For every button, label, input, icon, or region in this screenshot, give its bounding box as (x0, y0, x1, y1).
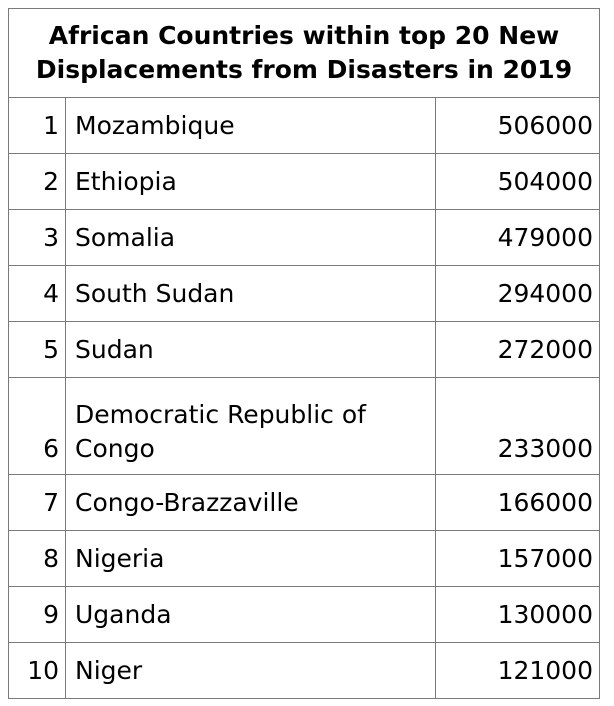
rank-cell: 10 (8, 642, 66, 699)
country-cell: Democratic Republic of Congo (65, 377, 436, 475)
displacement-value-cell: 504000 (435, 153, 600, 210)
table-row: 5 Sudan 272000 (8, 321, 600, 378)
rank-cell: 7 (8, 474, 66, 531)
displacement-value-cell: 130000 (435, 586, 600, 643)
displacement-value-cell: 506000 (435, 97, 600, 154)
rank-cell: 6 (8, 377, 66, 475)
country-cell: Niger (65, 642, 436, 699)
table-title: African Countries within top 20 New Disp… (8, 8, 600, 98)
table-row: 4 South Sudan 294000 (8, 265, 600, 322)
rank-cell: 1 (8, 97, 66, 154)
rank-cell: 8 (8, 530, 66, 587)
country-cell: Mozambique (65, 97, 436, 154)
table-row: 6 Democratic Republic of Congo 233000 (8, 377, 600, 475)
country-cell: Congo-Brazzaville (65, 474, 436, 531)
country-cell: South Sudan (65, 265, 436, 322)
table-body: 1 Mozambique 506000 2 Ethiopia 504000 3 Somalia… (8, 97, 600, 699)
rank-cell: 2 (8, 153, 66, 210)
table-row: 10 Niger 121000 (8, 642, 600, 699)
country-cell: Nigeria (65, 530, 436, 587)
table-row: 7 Congo-Brazzaville 166000 (8, 474, 600, 531)
country-cell: Somalia (65, 209, 436, 266)
displacement-value-cell: 479000 (435, 209, 600, 266)
table-row: 9 Uganda 130000 (8, 586, 600, 643)
rank-cell: 3 (8, 209, 66, 266)
rank-cell: 9 (8, 586, 66, 643)
displacement-value-cell: 121000 (435, 642, 600, 699)
table-row: 3 Somalia 479000 (8, 209, 600, 266)
displacement-value-cell: 157000 (435, 530, 600, 587)
displacement-table: African Countries within top 20 New Disp… (8, 8, 600, 699)
displacement-value-cell: 233000 (435, 377, 600, 475)
table-row: 8 Nigeria 157000 (8, 530, 600, 587)
table-row: 1 Mozambique 506000 (8, 97, 600, 154)
rank-cell: 5 (8, 321, 66, 378)
rank-cell: 4 (8, 265, 66, 322)
country-cell: Uganda (65, 586, 436, 643)
country-cell: Sudan (65, 321, 436, 378)
country-cell: Ethiopia (65, 153, 436, 210)
table-row: 2 Ethiopia 504000 (8, 153, 600, 210)
displacement-value-cell: 166000 (435, 474, 600, 531)
displacement-value-cell: 272000 (435, 321, 600, 378)
displacement-value-cell: 294000 (435, 265, 600, 322)
